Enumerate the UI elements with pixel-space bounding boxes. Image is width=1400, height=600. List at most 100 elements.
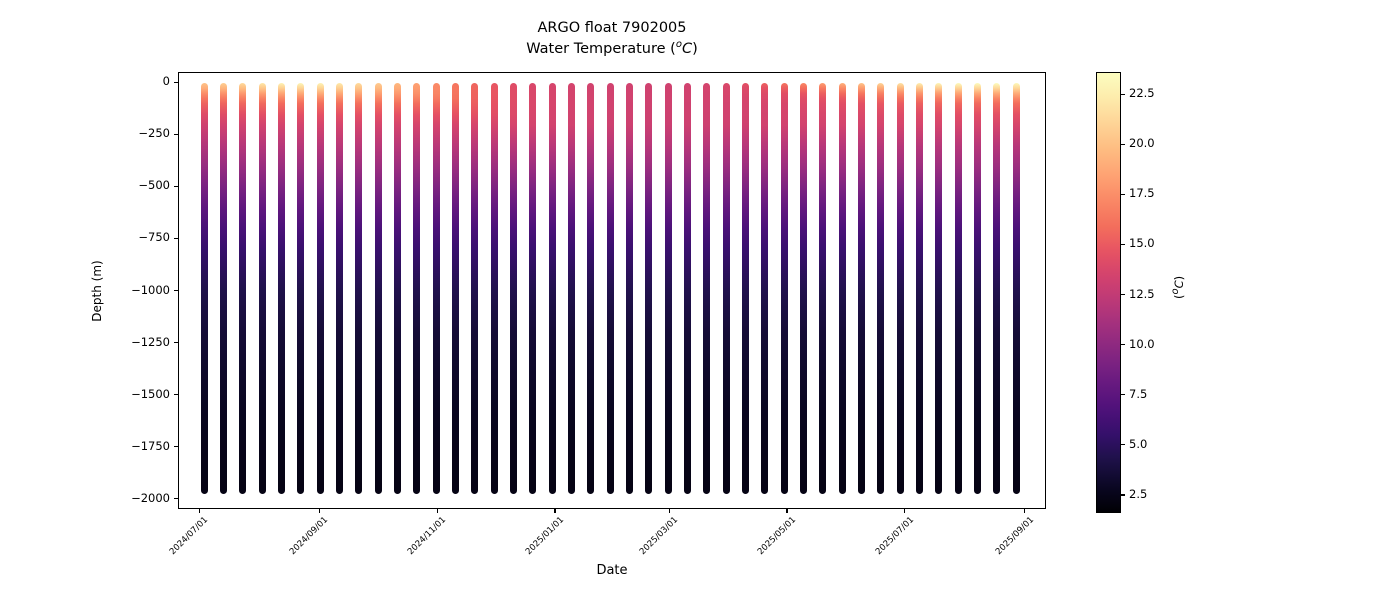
colorbar-tick-mark [1121, 494, 1125, 496]
temperature-profile [1012, 83, 1020, 495]
temperature-profile [973, 83, 981, 495]
temperature-profile [761, 83, 769, 495]
temperature-profile [819, 83, 827, 495]
colorbar-unit-c: C [1171, 280, 1186, 289]
x-tick-mark [786, 509, 788, 513]
x-axis-label: Date [596, 563, 628, 578]
colorbar-label: (oC) [1170, 276, 1186, 299]
temperature-profile [567, 83, 575, 495]
y-tick-label: −1500 [131, 386, 170, 401]
y-tick-label: −750 [138, 230, 170, 245]
temperature-profile [915, 83, 923, 495]
y-tick-mark [174, 290, 178, 292]
y-tick-label: −250 [138, 126, 170, 141]
y-tick-label: −1000 [131, 282, 170, 297]
temperature-profile [993, 83, 1001, 495]
temperature-profile [529, 83, 537, 495]
temperature-profile [297, 83, 305, 495]
y-tick-mark [174, 237, 178, 240]
temperature-profile [625, 83, 633, 495]
temperature-profile [509, 83, 517, 495]
y-tick-label: −500 [138, 178, 170, 193]
y-tick-mark [174, 498, 178, 500]
colorbar [1096, 72, 1121, 513]
temperature-profile [780, 83, 788, 495]
temperature-profile [277, 83, 285, 495]
temperature-profile [200, 83, 208, 495]
plot-axes [178, 72, 1046, 509]
temperature-profile [857, 83, 865, 495]
colorbar-tick-mark [1121, 294, 1125, 296]
temperature-profile [664, 83, 672, 495]
temperature-profile [683, 83, 691, 495]
y-tick-label: 0 [162, 74, 170, 89]
temperature-profile [451, 83, 459, 495]
colorbar-tick-label: 20.0 [1129, 136, 1155, 151]
temperature-profile [896, 83, 904, 495]
temperature-profile [413, 83, 421, 495]
colorbar-tick-label: 15.0 [1129, 236, 1155, 251]
y-tick-mark [174, 81, 178, 83]
x-tick-mark [554, 509, 556, 513]
temperature-profile [374, 83, 382, 495]
x-tick-mark [436, 509, 438, 513]
colorbar-tick-label: 22.5 [1129, 86, 1155, 101]
colorbar-tick-mark [1121, 344, 1125, 346]
colorbar-tick-mark [1121, 143, 1125, 145]
temperature-profile [393, 83, 401, 495]
title-line-variable: Water Temperature (oC) [178, 38, 1046, 59]
x-tick-mark [1024, 509, 1026, 513]
temperature-profile [799, 83, 807, 495]
colorbar-tick-label: 7.5 [1129, 386, 1148, 401]
temperature-profile [355, 83, 363, 495]
chart-title: ARGO float 7902005 Water Temperature (oC… [178, 18, 1046, 59]
y-tick-label: −1750 [131, 438, 170, 453]
temperature-profile [954, 83, 962, 495]
colorbar-tick-mark [1121, 193, 1125, 195]
temperature-profile [722, 83, 730, 495]
y-tick-mark [174, 185, 178, 188]
colorbar-tick-mark [1121, 243, 1125, 245]
temperature-profile [432, 83, 440, 495]
x-tick-mark [318, 509, 320, 513]
temperature-profile [490, 83, 498, 495]
temperature-profile [316, 83, 324, 495]
title-unit-c: C [681, 40, 693, 57]
colorbar-tick-label: 5.0 [1129, 436, 1148, 451]
colorbar-tick-label: 12.5 [1129, 286, 1155, 301]
colorbar-gradient [1097, 73, 1120, 512]
title-degree-superscript: o [675, 39, 682, 50]
colorbar-tick-label: 10.0 [1129, 336, 1155, 351]
y-tick-mark [174, 446, 178, 448]
temperature-profile [471, 83, 479, 495]
y-tick-mark [174, 133, 178, 136]
x-tick-mark [904, 509, 906, 513]
y-tick-mark [174, 342, 178, 344]
temperature-profile [877, 83, 885, 495]
temperature-profile [741, 83, 749, 495]
colorbar-tick-mark [1121, 444, 1125, 446]
temperature-profile [258, 83, 266, 495]
x-tick-mark [668, 509, 670, 513]
colorbar-tick-label: 17.5 [1129, 186, 1155, 201]
temperature-profile [645, 83, 653, 495]
profiles-container [179, 73, 1045, 508]
temperature-profile [219, 83, 227, 495]
temperature-profile [838, 83, 846, 495]
colorbar-paren-close: ) [1171, 275, 1186, 281]
temperature-profile [587, 83, 595, 495]
temperature-profile [703, 83, 711, 495]
temperature-profile [606, 83, 614, 495]
title-paren-close: ) [692, 40, 698, 57]
title-line-float: ARGO float 7902005 [537, 20, 687, 36]
y-axis-label: Depth (m) [90, 259, 104, 322]
colorbar-degree-superscript: o [1170, 288, 1181, 295]
temperature-profile [548, 83, 556, 495]
title-variable-text: Water Temperature ( [526, 40, 676, 57]
colorbar-paren-open: ( [1171, 294, 1186, 300]
x-tick-label: 2024/07/01 [168, 515, 211, 558]
colorbar-tick-label: 2.5 [1129, 486, 1148, 501]
y-tick-label: −1250 [131, 334, 170, 349]
temperature-profile [935, 83, 943, 495]
